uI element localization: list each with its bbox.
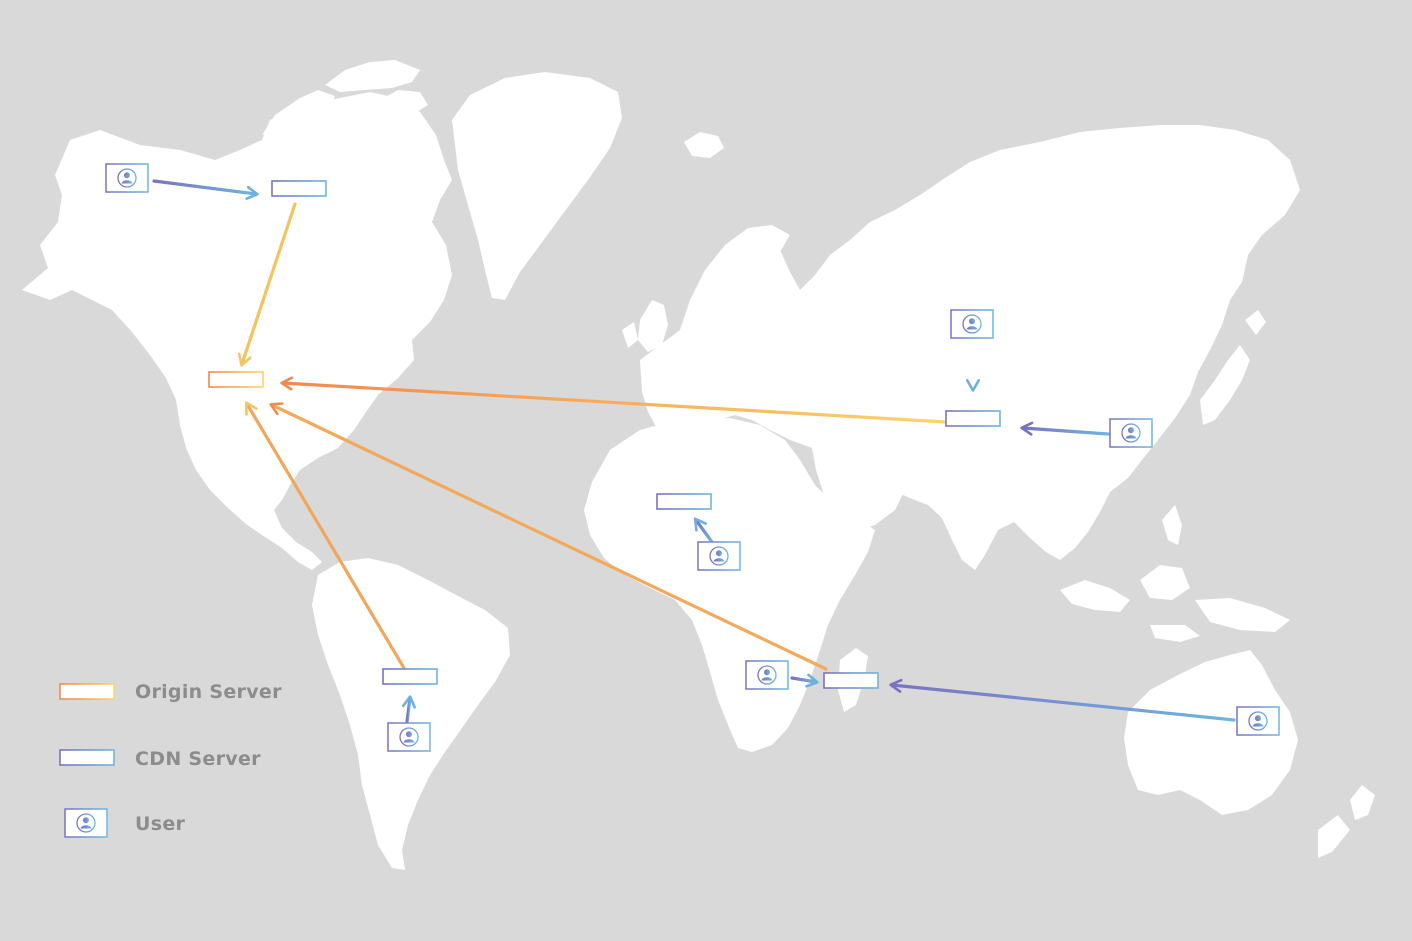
continent-south-america bbox=[312, 558, 510, 870]
user-laptop-icon-westafrica bbox=[694, 541, 744, 575]
continent-eurasia bbox=[640, 125, 1300, 570]
arrow-australia-user-to-cdn bbox=[889, 678, 1236, 722]
arrow-africa-cdn-to-origin bbox=[269, 402, 828, 671]
user-laptop-icon-mongolia bbox=[947, 309, 997, 343]
legend-cdn-label: CDN Server bbox=[135, 748, 261, 770]
islands-southeast-asia bbox=[1060, 505, 1290, 642]
user-laptop-icon-alaska bbox=[102, 163, 152, 197]
continent-greenland bbox=[452, 72, 622, 300]
connections bbox=[152, 179, 1236, 724]
arrow-asia-cdn-to-origin bbox=[280, 376, 947, 424]
legend-origin-label: Origin Server bbox=[135, 681, 282, 703]
user-laptop-icon-china bbox=[1106, 418, 1156, 452]
arrow-samerica-user-to-cdn bbox=[401, 695, 416, 724]
arrow-southafrica-user-to-cdn bbox=[790, 673, 819, 688]
scandinavia bbox=[680, 225, 790, 330]
continent-north-america bbox=[22, 92, 452, 570]
island-britain bbox=[622, 300, 668, 352]
land-masses bbox=[22, 60, 1375, 870]
arrow-china-user-to-cdn bbox=[1020, 421, 1110, 436]
user-laptop-icon-australia bbox=[1233, 706, 1283, 740]
legend-user-laptop-icon bbox=[61, 808, 111, 842]
islands-new-zealand bbox=[1318, 785, 1375, 858]
island-iceland bbox=[684, 132, 724, 158]
arrow-canada-cdn-to-origin bbox=[237, 202, 297, 367]
islands-japan bbox=[1200, 310, 1266, 425]
arrow-alaska-user-to-cdn bbox=[152, 179, 259, 200]
arrow-westafrica-user-to-cdn bbox=[693, 517, 714, 544]
legend-user-label: User bbox=[135, 813, 186, 835]
arrow-samerica-cdn-to-origin bbox=[244, 401, 406, 670]
indian-subcontinent bbox=[925, 470, 1015, 570]
arctic-islands bbox=[262, 60, 428, 142]
user-laptop-icon-southafrica bbox=[742, 660, 792, 694]
continent-australia bbox=[1124, 650, 1298, 815]
user-laptop-icon-samerica bbox=[384, 722, 434, 756]
